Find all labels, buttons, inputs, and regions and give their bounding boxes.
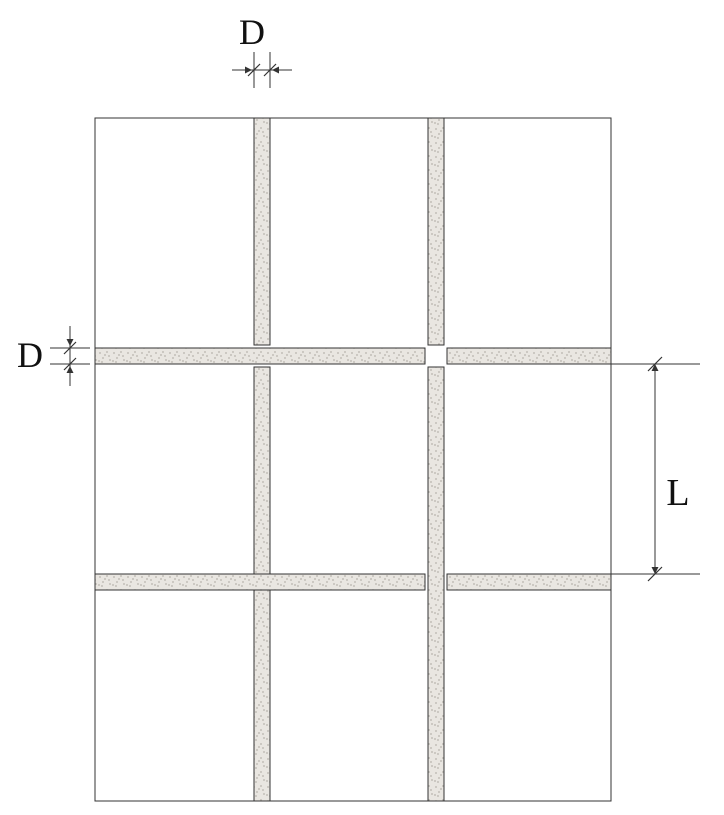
svg-text:D: D	[239, 12, 265, 52]
svg-text:D: D	[17, 335, 43, 375]
svg-text:L: L	[666, 472, 689, 514]
